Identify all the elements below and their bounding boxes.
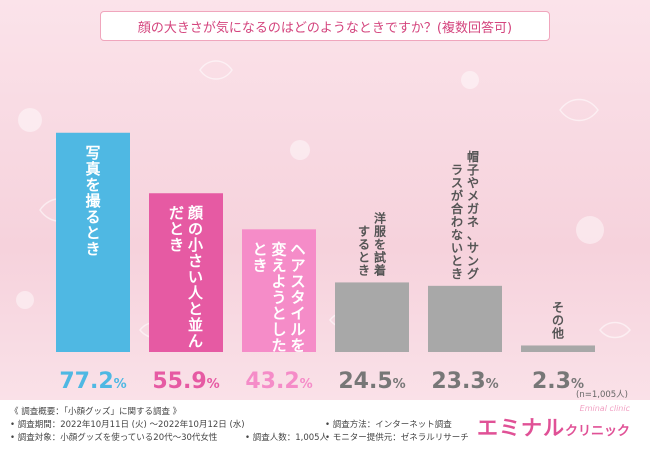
category-label: ラスが合わないとき [451, 163, 464, 281]
value-label: 43.2% [245, 369, 312, 394]
sample-size-note: (n=1,005人) [576, 390, 628, 400]
category-label: 写真を撮るとき [85, 144, 101, 258]
value-label: 55.9% [152, 369, 219, 394]
survey-period: • 調査期間：2022年10月11日 (火) ～2022年10月12日 (水) [10, 420, 245, 430]
bar [428, 285, 502, 352]
category-label: 変えようとした [271, 240, 286, 354]
value-label: 24.5% [338, 369, 405, 394]
value-label: 77.2% [59, 369, 126, 394]
category-label: ヘアスタイルを [290, 240, 305, 354]
value-label: 23.3% [431, 369, 498, 394]
survey-count: • 調査人数：1,005人 [245, 433, 329, 443]
category-label: 顔の小さい人と並ん [187, 204, 204, 350]
brand-subname: クリニック [564, 424, 630, 439]
brand-logo: Eminal clinic エミナル クリニック [476, 404, 630, 442]
category-label: 帽子やメガネ、サング [467, 149, 479, 281]
chart-title-box: 顔の大きさが気になるのはどのようなときですか？(複数回答可) [100, 11, 550, 41]
survey-target: • 調査対象：小顔グッズを使っている20代～30代女性 [10, 433, 218, 443]
bar [56, 132, 130, 352]
brand-script: Eminal clinic [579, 404, 630, 413]
category-label: だとき [169, 204, 184, 254]
value-label: 2.3% [532, 369, 584, 394]
footer: 《 調査概要：「小顔グッズ」に関する調査 》 • 調査期間：2022年10月11… [0, 400, 650, 450]
category-label: とき [252, 240, 267, 274]
survey-method: • 調査方法：インターネット調査 [325, 420, 452, 430]
category-label: 洋服を試着 [373, 210, 387, 277]
survey-summary: 《 調査概要：「小顔グッズ」に関する調査 》 • 調査期間：2022年10月11… [10, 406, 515, 445]
bar [521, 345, 595, 352]
chart-title: 顔の大きさが気になるのはどのようなときですか？(複数回答可) [137, 20, 513, 36]
category-label: その他 [551, 300, 564, 340]
bar [335, 282, 409, 352]
survey-heading: 《 調査概要：「小顔グッズ」に関する調査 》 [10, 407, 182, 417]
brand-name: エミナル [476, 416, 565, 440]
bar [242, 229, 316, 352]
bar [149, 193, 223, 352]
category-label: するとき [358, 224, 370, 277]
survey-provider: • モニター提供元：ゼネラルリサーチ [325, 433, 469, 443]
